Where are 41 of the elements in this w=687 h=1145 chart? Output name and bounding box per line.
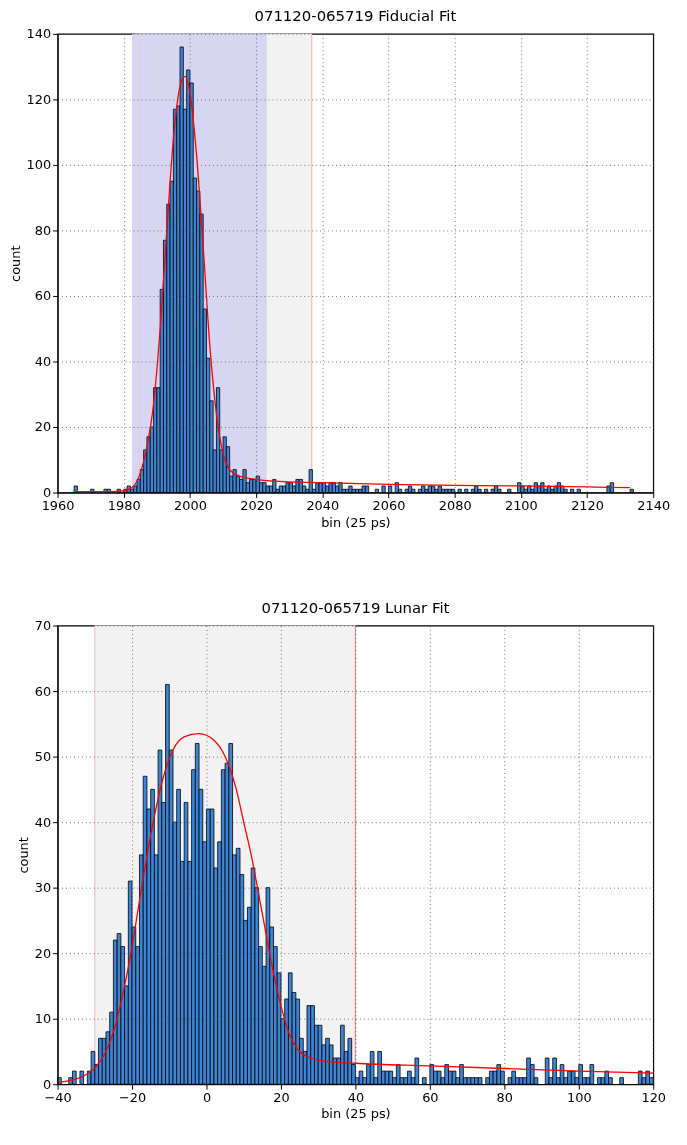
x-tick-label: 1960 bbox=[41, 497, 75, 513]
y-tick-label: 80 bbox=[34, 222, 52, 238]
x-tick-label: 20 bbox=[273, 1089, 290, 1105]
x-tick-label: 2060 bbox=[372, 497, 406, 513]
y-tick-label: 50 bbox=[34, 749, 52, 765]
y-tick-label: 0 bbox=[42, 1076, 52, 1092]
y-tick-label: 20 bbox=[34, 945, 52, 961]
x-tick-label: 0 bbox=[202, 1089, 212, 1105]
x-tick-label: −40 bbox=[44, 1089, 72, 1105]
y-tick-label: 0 bbox=[42, 484, 52, 500]
y-tick-label: 140 bbox=[26, 26, 52, 42]
x-tick-label: 80 bbox=[496, 1089, 514, 1105]
x-tick-label: −20 bbox=[118, 1089, 147, 1105]
x-tick-label: 120 bbox=[641, 1089, 667, 1105]
x-axis-title: bin (25 ps) bbox=[321, 514, 391, 530]
y-tick-label: 60 bbox=[34, 288, 52, 304]
x-tick-label: 40 bbox=[347, 1089, 365, 1105]
x-tick-label: 2140 bbox=[637, 497, 671, 513]
x-tick-label: 2120 bbox=[571, 497, 604, 513]
y-tick-label: 40 bbox=[34, 353, 52, 369]
y-axis-title: count bbox=[15, 837, 31, 874]
x-axis-title: bin (25 ps) bbox=[321, 1106, 391, 1122]
x-tick-label: 1980 bbox=[107, 497, 141, 513]
y-tick-label: 60 bbox=[34, 683, 52, 699]
x-tick-label: 2000 bbox=[174, 497, 207, 513]
x-tick-label: 60 bbox=[422, 1089, 439, 1105]
x-tick-label: 2100 bbox=[504, 497, 538, 513]
y-tick-label: 120 bbox=[26, 91, 52, 107]
y-tick-label: 10 bbox=[34, 1011, 52, 1027]
y-tick-label: 70 bbox=[34, 618, 52, 634]
y-tick-label: 30 bbox=[34, 880, 52, 896]
chart-title: 071120-065719 Lunar Fit bbox=[261, 598, 450, 617]
y-axis-title: count bbox=[7, 245, 23, 282]
x-tick-label: 2040 bbox=[306, 497, 340, 513]
y-tick-label: 20 bbox=[34, 419, 52, 435]
y-tick-label: 40 bbox=[34, 814, 52, 830]
y-tick-label: 100 bbox=[26, 157, 52, 173]
chart-title: 071120-065719 Fiducial Fit bbox=[254, 6, 457, 25]
x-tick-label: 2020 bbox=[240, 497, 274, 513]
x-tick-label: 100 bbox=[566, 1089, 592, 1105]
x-tick-label: 2080 bbox=[438, 497, 472, 513]
